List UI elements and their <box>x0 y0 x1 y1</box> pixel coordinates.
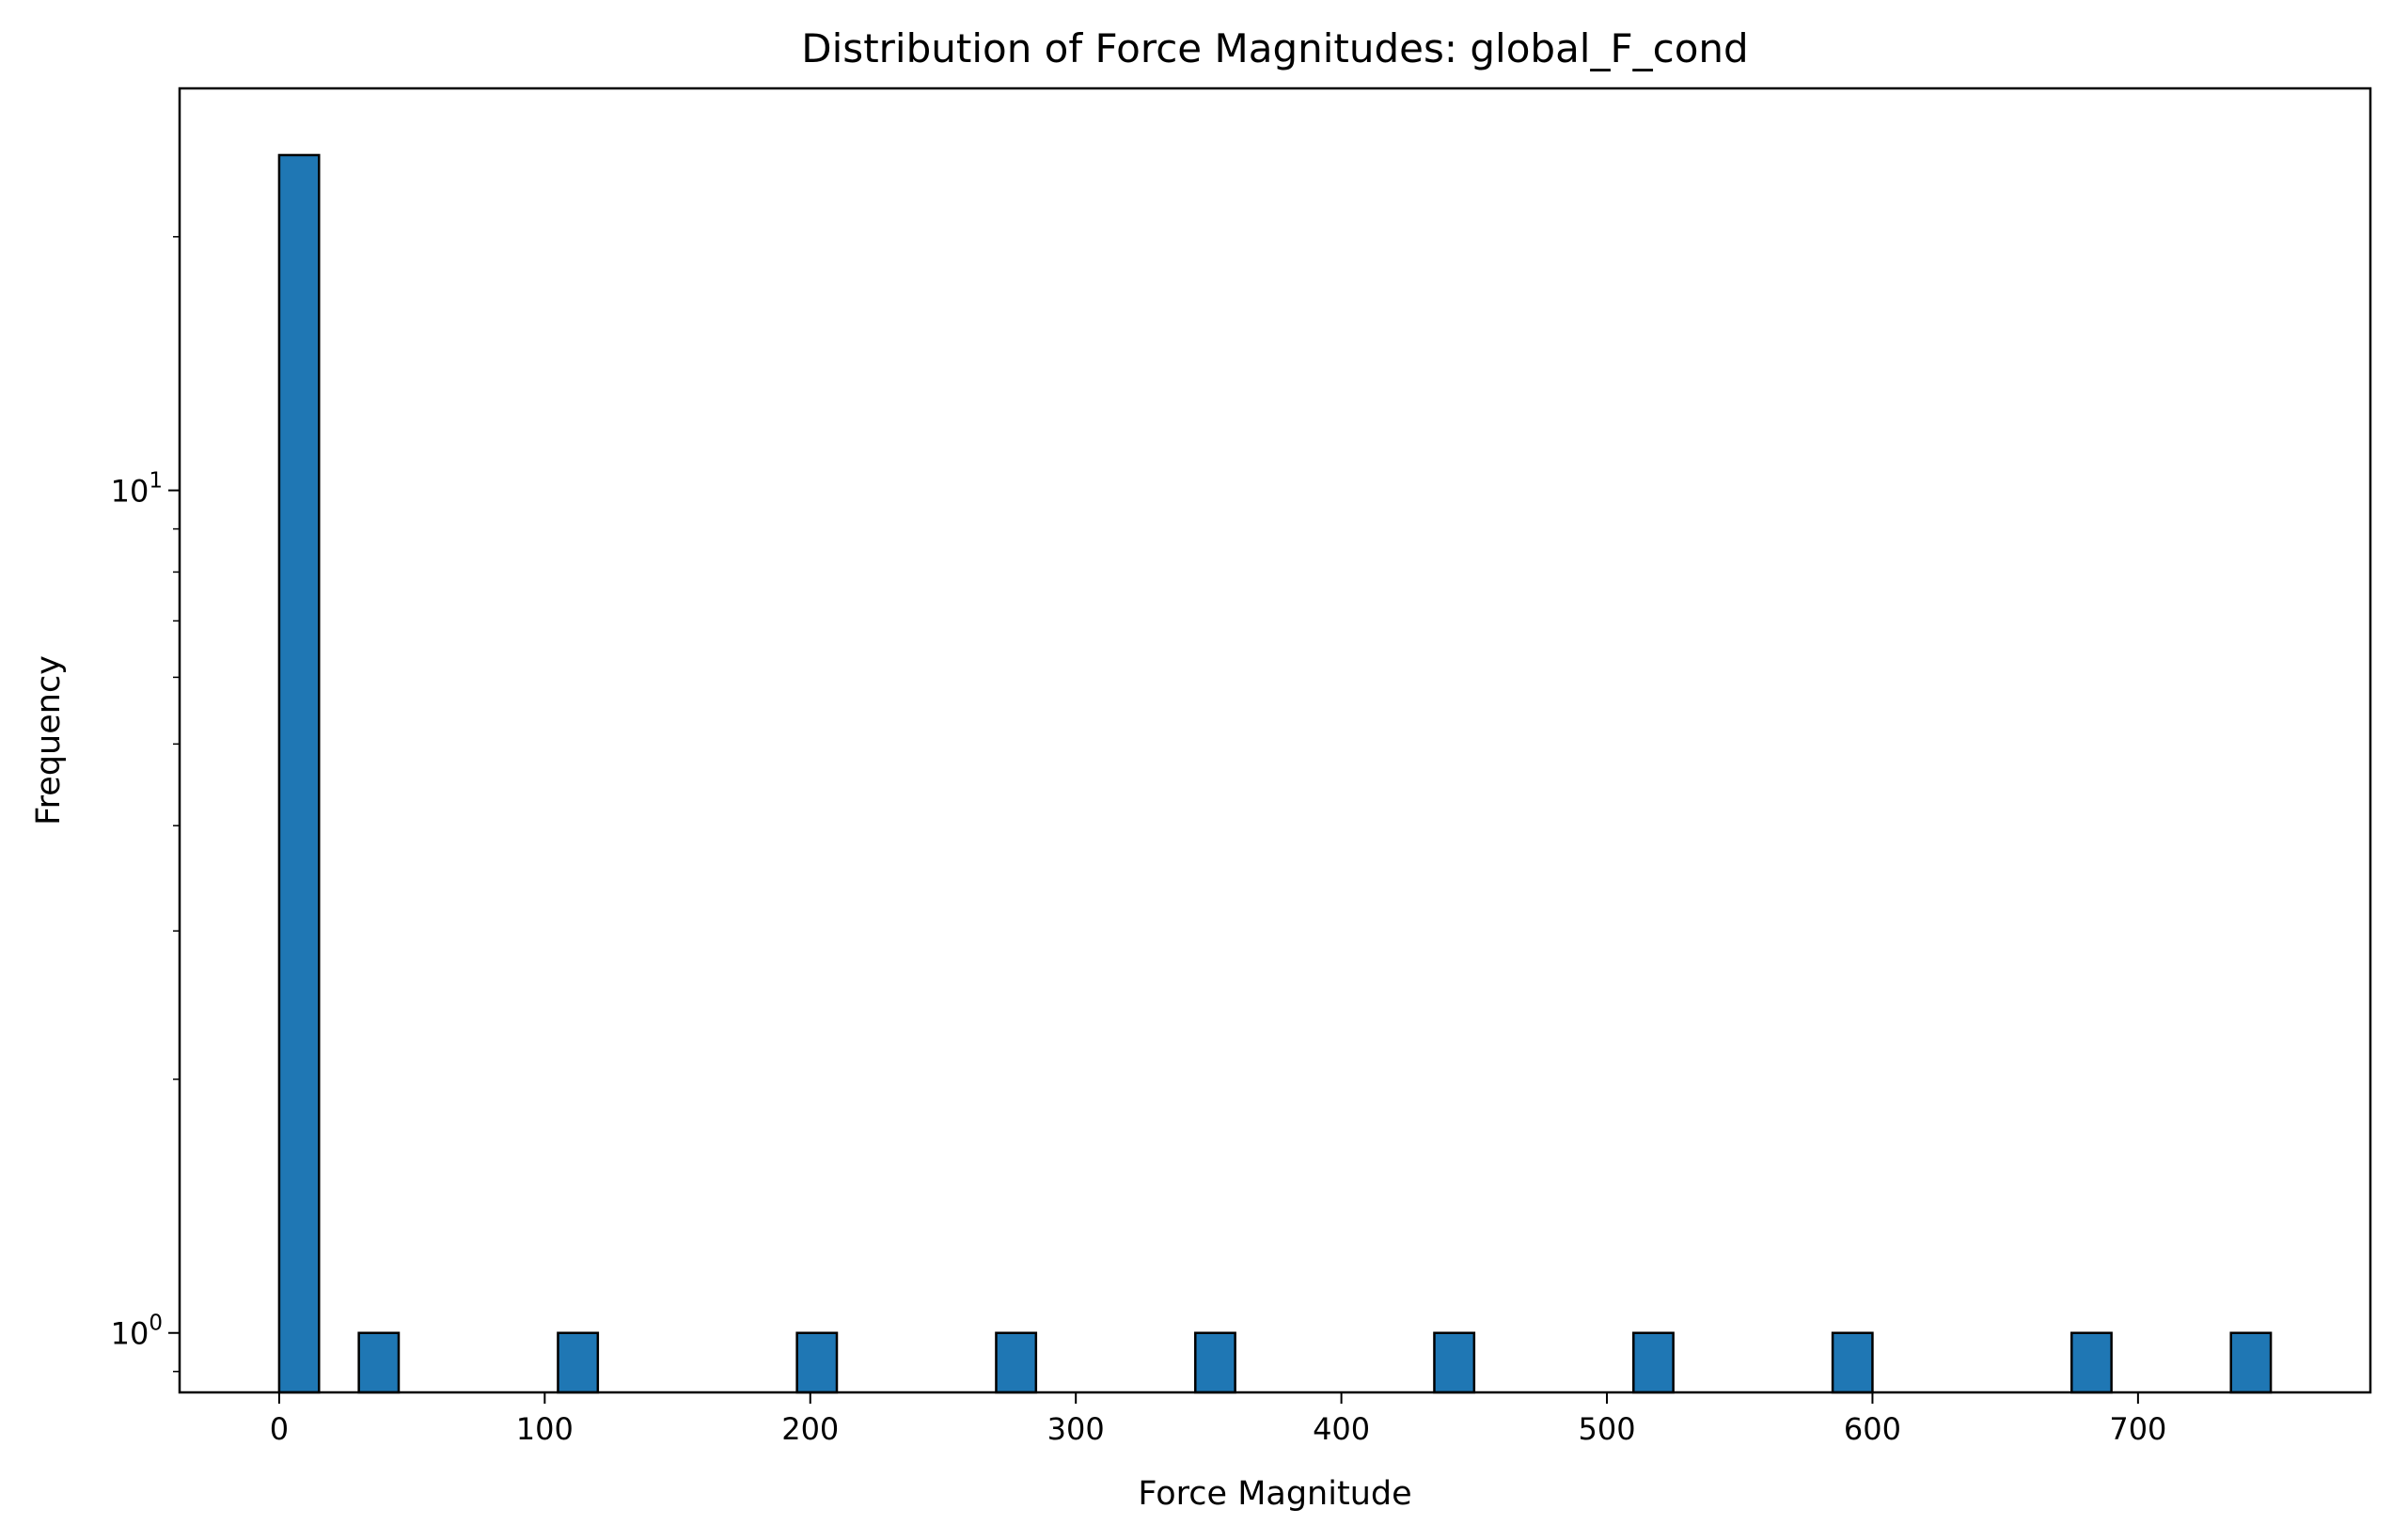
histogram-bar <box>1831 1331 1874 1394</box>
x-axis-ticks: 0 100 200 300 400 500 600 700 <box>270 1392 2166 1447</box>
plot-area-frame <box>178 86 2372 1394</box>
histogram-bar <box>795 1331 839 1394</box>
histogram-bar <box>1194 1331 1236 1394</box>
histogram-bar <box>2070 1331 2113 1394</box>
histogram-bar <box>995 1331 1038 1394</box>
histogram-bar <box>277 153 321 1394</box>
x-tick-label: 600 <box>1844 1411 1901 1447</box>
y-axis-title: Frequency <box>30 655 68 825</box>
x-tick-label: 500 <box>1578 1411 1635 1447</box>
y-tick-label: 100 <box>111 1312 163 1352</box>
histogram-bar <box>1433 1331 1476 1394</box>
x-tick-label: 700 <box>2109 1411 2166 1447</box>
x-tick-label: 100 <box>516 1411 574 1447</box>
histogram-bar <box>1632 1331 1675 1394</box>
x-tick-label: 400 <box>1313 1411 1370 1447</box>
x-tick-label: 200 <box>781 1411 839 1447</box>
x-tick-label: 300 <box>1047 1411 1105 1447</box>
chart-title: Distribution of Force Magnitudes: global… <box>801 25 1748 71</box>
y-axis-ticks: 100 101 <box>111 236 180 1373</box>
histogram-bar <box>357 1331 401 1394</box>
y-tick-label: 101 <box>111 469 163 510</box>
histogram-bar <box>2229 1331 2273 1394</box>
x-axis-title: Force Magnitude <box>1138 1475 1411 1513</box>
histogram-bar <box>557 1331 600 1394</box>
bars-layer <box>277 153 2273 1394</box>
x-tick-label: 0 <box>270 1411 289 1447</box>
